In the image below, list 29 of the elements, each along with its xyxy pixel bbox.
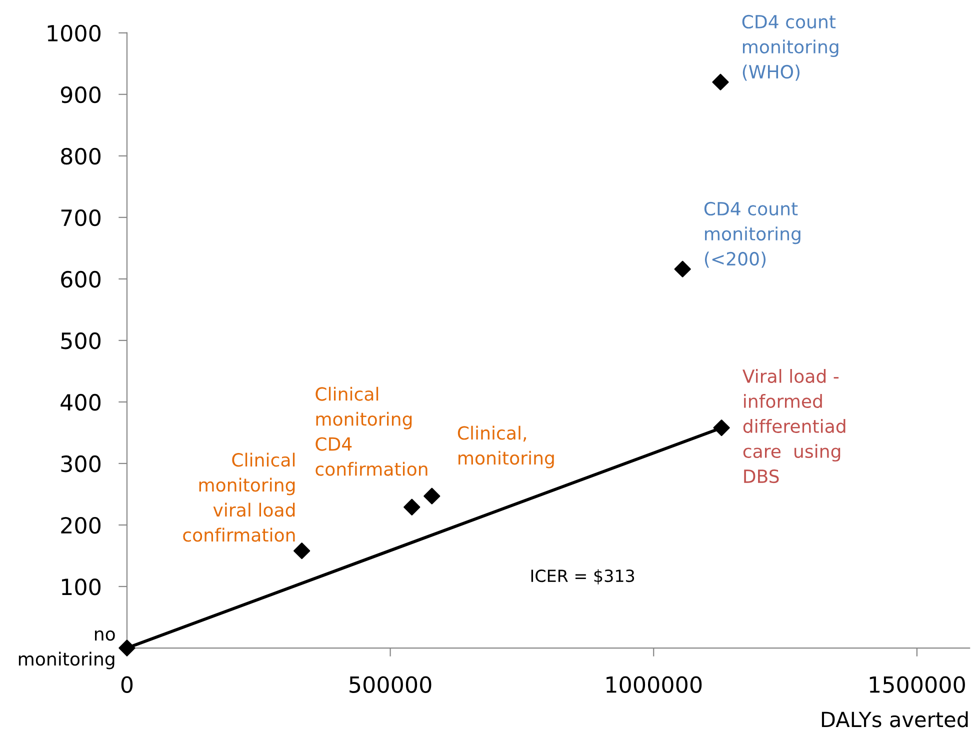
point (424, 488, 440, 504)
y-tick-label: 800 (61, 148, 100, 165)
x-axis-title: DALYs averted (822, 711, 968, 728)
y-tick-label: 900 (60, 86, 100, 104)
annotation: Clinical monitoring CD4 confirmation (316, 386, 428, 476)
y-tick-label: 500 (61, 332, 100, 350)
x-tick-label: 500000 (350, 676, 432, 693)
point (404, 498, 420, 516)
point (674, 260, 691, 278)
annotation: CD4 count monitoring (<200) (704, 202, 800, 268)
annotation: no monitoring (18, 630, 115, 670)
y-tick-label: 100 (62, 578, 100, 596)
x-tick-label: 1500000 (870, 676, 965, 693)
annotation: Clinical monitoring viral load confirmation (183, 452, 295, 542)
point (118, 640, 136, 656)
y-tick-label: 300 (61, 455, 100, 472)
annotation: Clinical, monitoring (458, 426, 554, 468)
x-tick-label: 1000000 (606, 676, 702, 693)
y-tick-label: 1000 (48, 24, 100, 42)
point (712, 74, 729, 90)
y-tick-label: 700 (61, 209, 100, 226)
y-tick-label: 400 (60, 394, 100, 411)
x-tick-label: 0 (121, 676, 133, 693)
y-tick-label: 200 (61, 516, 100, 534)
annotation: Viral load - informed differentiad care using DBS (742, 369, 846, 484)
y-tick-label: 600 (61, 270, 100, 288)
annotation: ICER = $313 (531, 569, 634, 584)
point (294, 542, 310, 560)
annotation: CD4 count monitoring (WHO) (742, 14, 838, 81)
